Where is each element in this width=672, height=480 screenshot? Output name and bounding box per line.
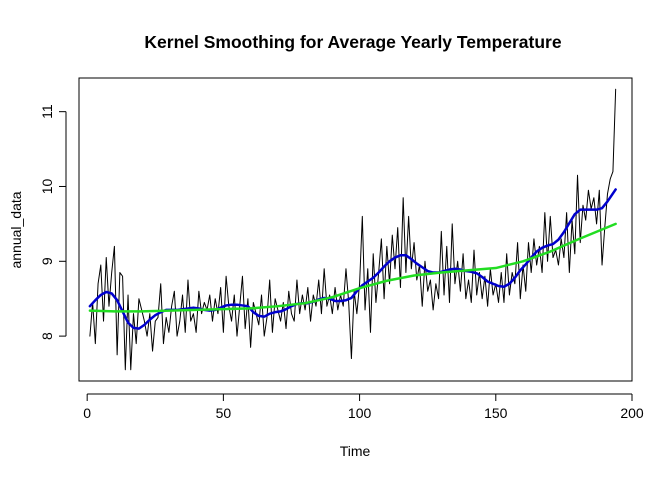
y-tick-label: 10 <box>39 178 55 194</box>
x-axis: 0 50 100 150 200 <box>83 393 644 421</box>
series-layer <box>88 88 617 371</box>
chart-title: Kernel Smoothing for Average Yearly Temp… <box>144 32 561 52</box>
series-line-wide-smooth <box>88 222 617 313</box>
series-line-kernel-smooth <box>88 188 617 330</box>
x-tick-label: 100 <box>348 405 372 421</box>
plot-frame <box>78 77 633 382</box>
y-tick-label: 8 <box>39 332 55 340</box>
y-axis-label: annual_data <box>8 191 24 268</box>
x-tick-label: 50 <box>216 405 232 421</box>
x-axis-label: Time <box>340 443 371 459</box>
x-tick-label: 0 <box>83 405 91 421</box>
y-axis: 8 9 10 11 <box>39 104 67 340</box>
series-line-raw <box>89 88 617 371</box>
x-tick-label: 150 <box>484 405 508 421</box>
x-tick-label: 200 <box>620 405 644 421</box>
y-tick-label: 9 <box>39 257 55 265</box>
y-tick-label: 11 <box>39 104 55 119</box>
